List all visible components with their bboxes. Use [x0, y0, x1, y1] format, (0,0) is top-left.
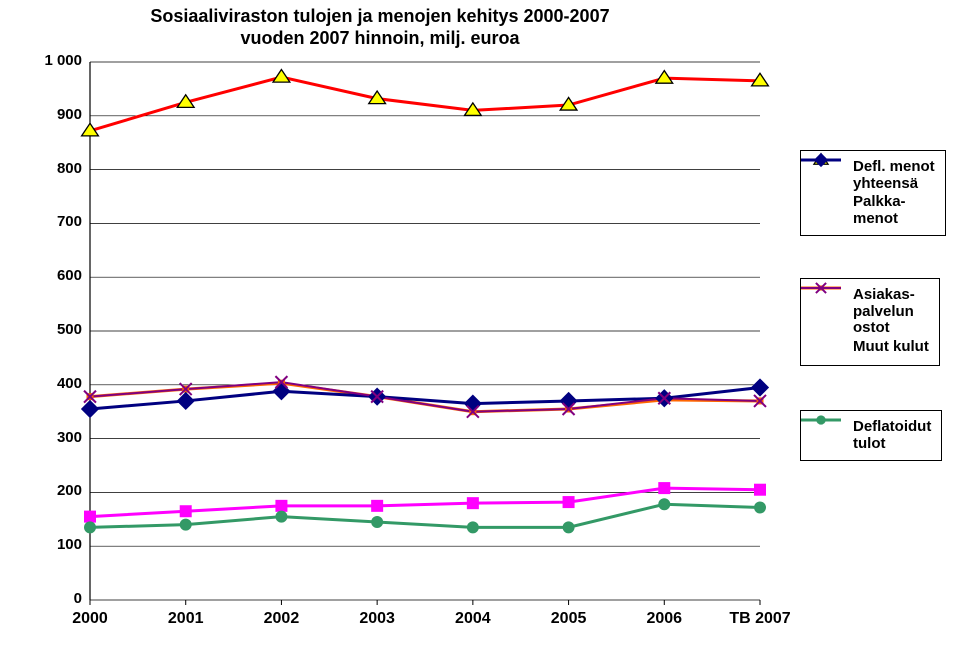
x-tick-label: 2000: [45, 610, 135, 628]
legend-item: Palkka-menot: [807, 194, 935, 227]
legend-swatch: [807, 202, 847, 220]
legend-swatch: [807, 167, 847, 185]
x-tick-label: 2001: [141, 610, 231, 628]
y-tick-label: 200: [57, 482, 82, 499]
x-tick-label: 2002: [236, 610, 326, 628]
x-tick-label: 2003: [332, 610, 422, 628]
legend-box: Defl. menotyhteensäPalkka-menot: [800, 150, 946, 236]
legend-box: Deflatoiduttulot: [800, 410, 942, 461]
x-tick-label: TB 2007: [715, 610, 805, 628]
y-tick-label: 300: [57, 429, 82, 446]
y-tick-label: 600: [57, 267, 82, 284]
legend-label: Asiakas-palvelunostot: [853, 287, 915, 337]
x-tick-label: 2004: [428, 610, 518, 628]
legend-box: Asiakas-palvelunostot Muut kulut: [800, 278, 940, 366]
x-tick-label: 2005: [524, 610, 614, 628]
y-tick-label: 900: [57, 106, 82, 123]
y-tick-label: 400: [57, 375, 82, 392]
y-tick-label: 500: [57, 321, 82, 338]
legend-swatch: [807, 339, 847, 357]
y-tick-label: 100: [57, 536, 82, 553]
x-tick-label: 2006: [619, 610, 709, 628]
legend-item: Deflatoiduttulot: [807, 419, 931, 452]
legend-label: Defl. menotyhteensä: [853, 159, 935, 192]
legend-label: Deflatoiduttulot: [853, 419, 931, 452]
legend-swatch: [807, 427, 847, 445]
legend-item: Muut kulut: [807, 339, 929, 357]
y-tick-label: 1 000: [44, 52, 82, 69]
legend-label: Muut kulut: [853, 339, 929, 356]
legend-swatch: [807, 303, 847, 321]
legend-label: Palkka-menot: [853, 194, 906, 227]
y-tick-label: 700: [57, 213, 82, 230]
y-tick-label: 0: [74, 590, 82, 607]
y-tick-label: 800: [57, 160, 82, 177]
